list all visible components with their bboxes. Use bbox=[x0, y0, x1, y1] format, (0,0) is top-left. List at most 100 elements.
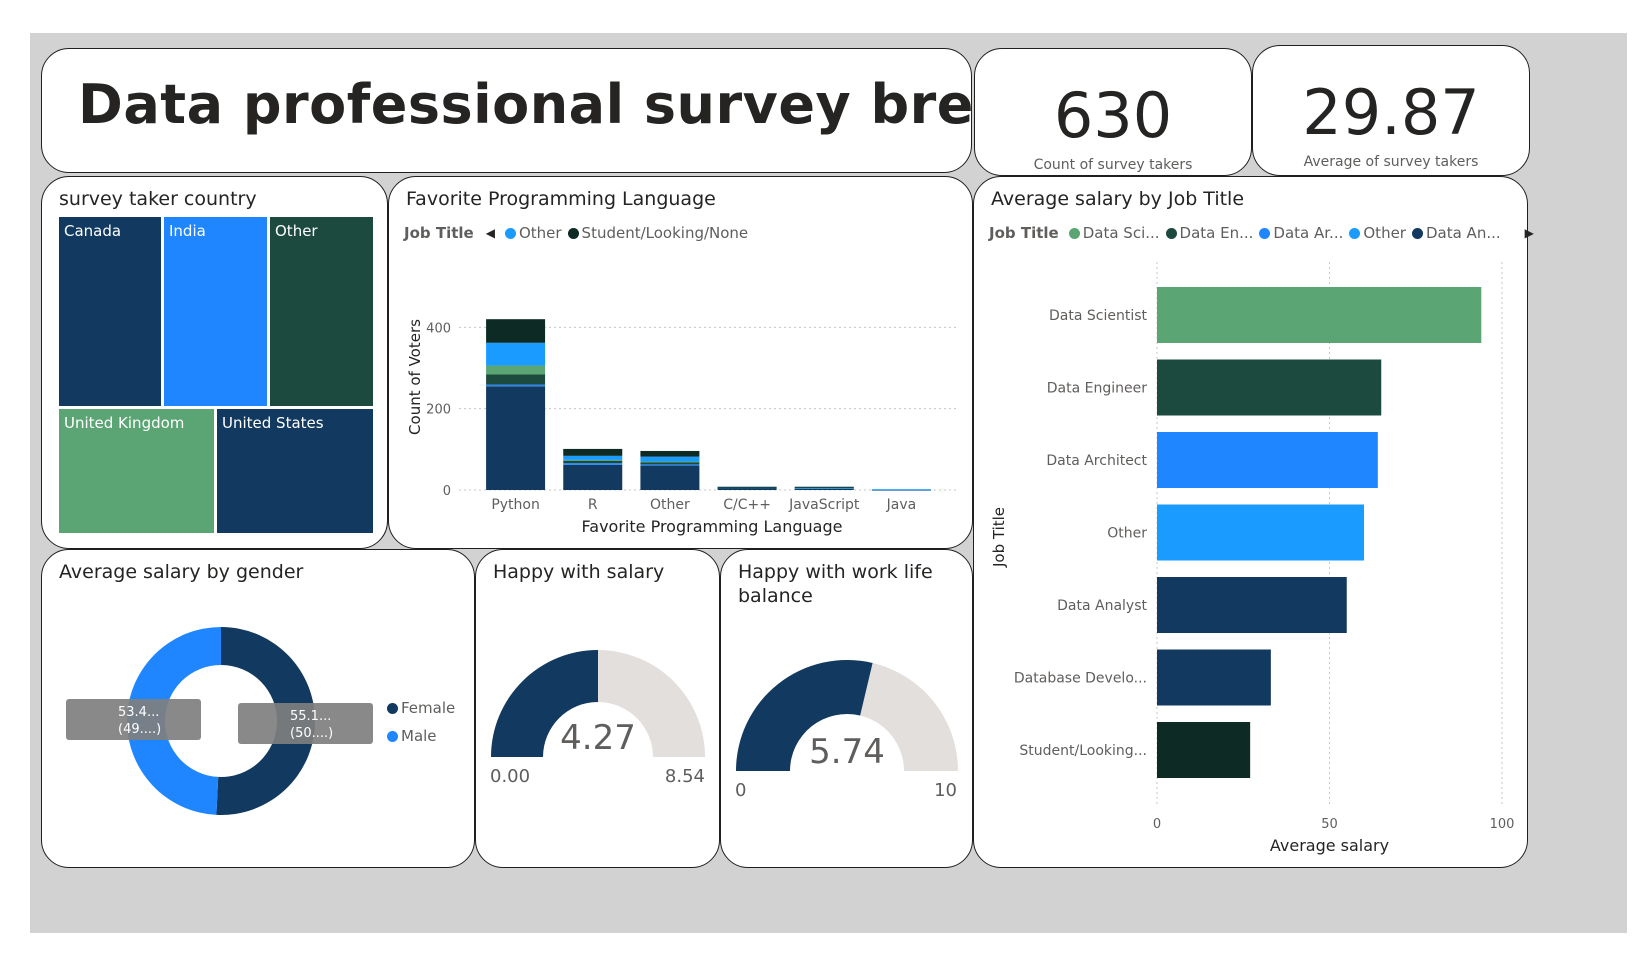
treemap-cell-label: Other bbox=[275, 222, 318, 240]
treemap-title: survey taker country bbox=[59, 188, 257, 210]
salary-bar bbox=[1157, 504, 1364, 561]
treemap-cell-label: India bbox=[169, 222, 206, 240]
bar-segment bbox=[640, 461, 700, 463]
happy-salary-title: Happy with salary bbox=[493, 561, 665, 583]
legend-label: Male bbox=[401, 727, 437, 745]
salary-bar bbox=[1157, 432, 1378, 488]
treemap-cell-united-kingdom[interactable]: United Kingdom bbox=[58, 408, 215, 534]
treemap-cell-label: Canada bbox=[64, 222, 122, 240]
y-axis-title: Job Title bbox=[990, 507, 1008, 568]
legend-label: Other bbox=[1363, 224, 1406, 242]
legend-dot-icon bbox=[1165, 227, 1177, 239]
x-tick-label: 0 bbox=[1153, 817, 1161, 832]
data-label-count: (49....) bbox=[118, 722, 161, 737]
legend-item-other[interactable]: Other bbox=[1349, 224, 1406, 242]
legend-label: Student/Looking/None bbox=[581, 224, 749, 242]
legend-prev-arrow-icon[interactable]: ◀ bbox=[485, 226, 495, 240]
data-label-count: (50....) bbox=[290, 726, 333, 741]
legend-item-male[interactable]: Male bbox=[387, 727, 437, 745]
gauge-fill bbox=[491, 650, 598, 757]
y-tick-label: Data Engineer bbox=[1047, 381, 1147, 397]
gender-donut-card[interactable]: Average salary by gender 53.4... (49....)… bbox=[41, 549, 475, 868]
donut-data-label: 55.1... (50....) bbox=[238, 703, 373, 744]
kpi-card-average[interactable]: 29.87 Average of survey takers bbox=[1252, 45, 1530, 176]
x-tick-label: 100 bbox=[1490, 817, 1515, 832]
legend-item-data-engineer[interactable]: Data En... bbox=[1165, 224, 1254, 242]
salary-job-bar-chart[interactable]: 0 50 100 Data Scientist Data Engineer Data Ar… bbox=[974, 177, 1526, 866]
legend-dot-icon bbox=[387, 730, 398, 742]
legend-item-data-scientist[interactable]: Data Sci... bbox=[1068, 224, 1160, 242]
bar-segment bbox=[871, 489, 931, 491]
bar-segment bbox=[794, 486, 854, 488]
happy-salary-card[interactable]: Happy with salary 4.27 0.00 8.54 bbox=[475, 549, 720, 868]
bar-segment bbox=[486, 319, 546, 343]
x-axis-title: Average salary bbox=[1270, 836, 1389, 855]
legend-item-data-architect[interactable]: Data Ar... bbox=[1259, 224, 1343, 242]
legend-label: Data Sci... bbox=[1082, 224, 1160, 242]
x-tick-label: JavaScript bbox=[788, 497, 860, 513]
treemap-cell-india[interactable]: India bbox=[163, 216, 268, 407]
salary-job-legend: Job Title Data Sci... Data En... Data Ar… bbox=[989, 224, 1544, 242]
treemap-cell-united-states[interactable]: United States bbox=[216, 408, 374, 534]
dashboard-canvas: Data professional survey breakdown 630 C… bbox=[30, 33, 1627, 933]
x-axis-title: Favorite Programming Language bbox=[582, 517, 843, 536]
gender-donut-chart[interactable]: 53.4... (49....) 55.1... (50....) bbox=[42, 550, 473, 866]
gender-legend: Female Male bbox=[387, 699, 461, 745]
bar-segment bbox=[563, 460, 623, 464]
legend-label: Data En... bbox=[1179, 224, 1254, 242]
data-label-value: 55.1... bbox=[290, 709, 331, 724]
legend-dot-icon bbox=[387, 702, 398, 714]
donut-data-label: 53.4... (49....) bbox=[66, 699, 201, 740]
y-tick-label: Database Develo... bbox=[1014, 671, 1147, 687]
happy-salary-gauge[interactable]: 4.27 0.00 8.54 bbox=[476, 550, 718, 866]
legend-dot-icon bbox=[1411, 227, 1423, 239]
treemap-cell-other[interactable]: Other bbox=[269, 216, 374, 407]
treemap-cell-label: United Kingdom bbox=[64, 414, 185, 432]
country-treemap[interactable]: Canada India Other United Kingdom United Sta… bbox=[58, 216, 374, 534]
gauge-fill bbox=[736, 660, 873, 771]
gauge-max-label: 8.54 bbox=[665, 766, 705, 787]
legend-dot-icon bbox=[1068, 227, 1080, 239]
gauge-max-label: 10 bbox=[934, 780, 957, 801]
legend-item-other[interactable]: Other bbox=[504, 224, 562, 242]
legend-label: Data Ar... bbox=[1273, 224, 1344, 242]
y-tick-label: 0 bbox=[443, 484, 451, 499]
x-tick-label: Java bbox=[886, 497, 917, 513]
treemap-cell-label: United States bbox=[222, 414, 324, 432]
kpi-label-count: Count of survey takers bbox=[1033, 157, 1193, 173]
happy-wlb-title: Happy with work life balance bbox=[738, 561, 933, 607]
bar-segment bbox=[486, 365, 546, 375]
salary-bar bbox=[1157, 287, 1482, 343]
kpi-value-average: 29.87 bbox=[1302, 76, 1480, 149]
x-tick-label: 50 bbox=[1321, 817, 1338, 832]
treemap-cell-canada[interactable]: Canada bbox=[58, 216, 162, 407]
legend-next-arrow-icon[interactable]: ▶ bbox=[1524, 226, 1534, 240]
bar-segment bbox=[640, 464, 700, 466]
donut-slice-female bbox=[216, 627, 316, 815]
country-treemap-card[interactable]: survey taker country Canada India Other Uni… bbox=[41, 176, 388, 549]
x-tick-label: R bbox=[588, 497, 598, 513]
gauge-value-label: 4.27 bbox=[560, 718, 636, 758]
y-tick-label: 200 bbox=[426, 403, 451, 418]
x-tick-label: C/C++ bbox=[723, 497, 771, 513]
language-chart-card[interactable]: Favorite Programming Language Job Title … bbox=[388, 176, 973, 549]
happy-wlb-card[interactable]: Happy with work life balance 5.74 0 10 bbox=[720, 549, 973, 868]
legend-label: Other bbox=[518, 224, 562, 242]
happy-wlb-gauge[interactable]: 5.74 0 10 bbox=[721, 550, 971, 866]
legend-item-female[interactable]: Female bbox=[387, 699, 455, 717]
bar-segment bbox=[717, 487, 777, 490]
y-axis-title: Count of Voters bbox=[406, 319, 424, 435]
salary-job-legend-title: Job Title bbox=[989, 224, 1059, 242]
salary-job-card[interactable]: Average salary by Job Title Job Title Da… bbox=[973, 176, 1534, 868]
legend-label: Data An... bbox=[1425, 224, 1501, 242]
bar-segment bbox=[563, 463, 623, 465]
bar-segment bbox=[563, 448, 623, 456]
legend-item-data-analyst[interactable]: Data An... bbox=[1411, 224, 1501, 242]
data-label-box bbox=[66, 699, 201, 740]
kpi-card-count[interactable]: 630 Count of survey takers bbox=[974, 48, 1252, 176]
legend-item-student[interactable]: Student/Looking/None bbox=[567, 224, 749, 242]
title-card: Data professional survey breakdown bbox=[41, 48, 1213, 173]
language-chart-title: Favorite Programming Language bbox=[406, 188, 716, 210]
bar-segment bbox=[563, 455, 623, 460]
